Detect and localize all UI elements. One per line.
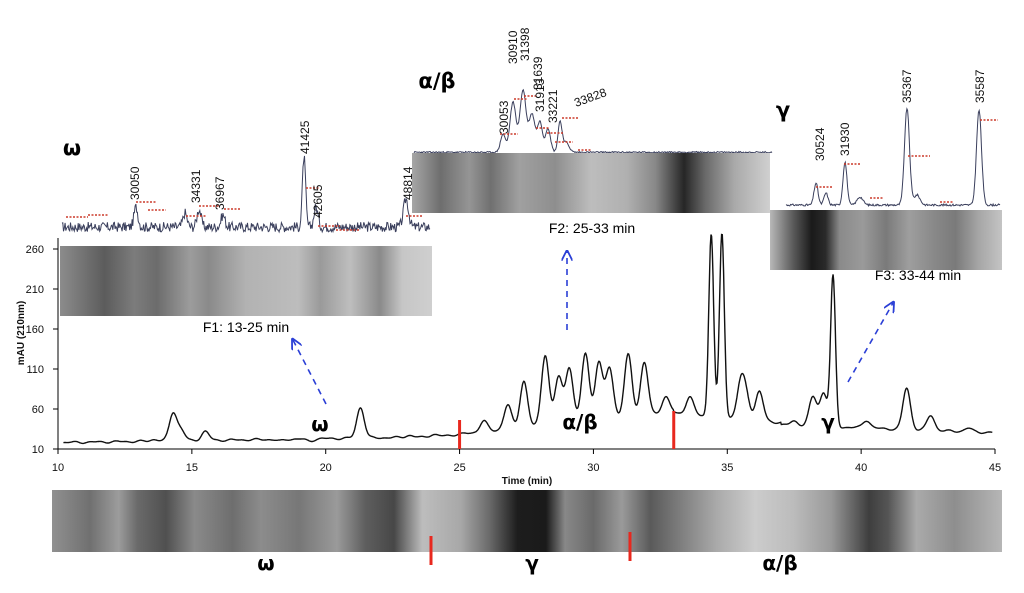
inset-f2: α/β 30053 30910 31398 31639 31913 33221 …	[412, 27, 773, 236]
inset-f2-title: α/β	[418, 69, 455, 93]
mass-label: 30050	[128, 166, 142, 200]
mass-label: 30910	[506, 30, 520, 64]
gel-label-omega: ω	[257, 551, 274, 575]
mass-label: 35367	[900, 69, 914, 103]
x-tick-label: 35	[721, 462, 733, 474]
inset-f3-title: γ	[776, 98, 790, 122]
inset-f1-title: ω	[63, 136, 81, 160]
x-tick-label: 15	[186, 462, 198, 474]
inset-f1-fraction-label: F1: 13-25 min	[203, 319, 289, 335]
y-tick-label: 10	[32, 444, 44, 456]
mass-label: 31930	[838, 122, 852, 156]
bottom-gel: ω γ α/β	[52, 490, 1002, 575]
mass-label: 31639	[531, 56, 545, 90]
peak-point	[745, 396, 747, 398]
inset-f2-mass-markers	[500, 95, 592, 151]
mass-label: 33221	[546, 89, 560, 123]
inset-f2-fraction-label: F2: 25-33 min	[549, 220, 635, 236]
x-tick-label: 10	[52, 462, 64, 474]
inset-f3-mass-markers	[816, 119, 998, 203]
inset-f3: γ 30524 31930 35367 35587 F3: 33-44 min	[770, 69, 1002, 283]
inset-f3-fraction-label: F3: 33-44 min	[875, 267, 961, 283]
gel-label-gamma: γ	[525, 551, 539, 575]
inset-f3-gel	[770, 210, 1002, 270]
y-tick-marks	[53, 248, 58, 450]
mass-label: 33828	[572, 85, 608, 110]
fraction-boundaries	[458, 411, 676, 449]
x-tick-label: 20	[320, 462, 332, 474]
inset-f1-spectrum-trace	[61, 155, 431, 234]
peak-point	[710, 232, 712, 234]
bottom-gel-image	[52, 490, 1002, 552]
y-tick-label: 210	[26, 284, 44, 296]
y-tick-label: 60	[32, 404, 44, 416]
mass-label: 30053	[497, 100, 511, 134]
x-tick-label: 30	[587, 462, 599, 474]
y-tick-label: 110	[26, 364, 44, 376]
inset-f3-spectrum-trace	[785, 107, 1001, 208]
x-tick-label: 45	[989, 462, 1001, 474]
inset-f1-gel	[60, 246, 432, 316]
x-tick-label: 25	[453, 462, 465, 474]
mass-label: 42605	[311, 184, 325, 218]
mass-label: 41425	[298, 120, 312, 154]
y-axis-label: mAU (210nm)	[16, 301, 27, 365]
main-chromatogram: 10 60 110 160 210 260 10 15 20 25 30 35 …	[16, 232, 1001, 487]
inset-f2-spectrum-trace	[413, 88, 773, 155]
region-label-omega: ω	[311, 412, 328, 436]
arrow-f1	[293, 340, 327, 405]
chromatogram-trace	[63, 233, 993, 445]
mass-label: 34331	[189, 169, 203, 203]
mass-label: 31398	[518, 27, 532, 61]
arrow-f3	[847, 303, 893, 383]
x-tick-label: 40	[855, 462, 867, 474]
peak-point	[740, 384, 742, 386]
y-tick-label: 260	[26, 244, 44, 256]
inset-f1-mass-markers	[66, 187, 422, 231]
region-label-alpha-beta: α/β	[562, 410, 597, 434]
mass-label: 36967	[213, 176, 227, 210]
mass-label: 31913	[533, 78, 547, 112]
gel-label-alpha-beta: α/β	[762, 551, 797, 575]
y-tick-label: 160	[26, 324, 44, 336]
inset-f2-gel	[412, 153, 770, 213]
mass-label: 48814	[401, 166, 415, 200]
x-axis-label: Time (min)	[502, 476, 552, 487]
mass-label: 35587	[973, 69, 987, 103]
x-tick-marks	[57, 449, 996, 454]
mass-label: 30524	[813, 127, 827, 161]
inset-f1: ω 30050 34331 36967 41425 42605 48814 F1…	[60, 120, 432, 335]
region-label-gamma: γ	[821, 410, 835, 434]
